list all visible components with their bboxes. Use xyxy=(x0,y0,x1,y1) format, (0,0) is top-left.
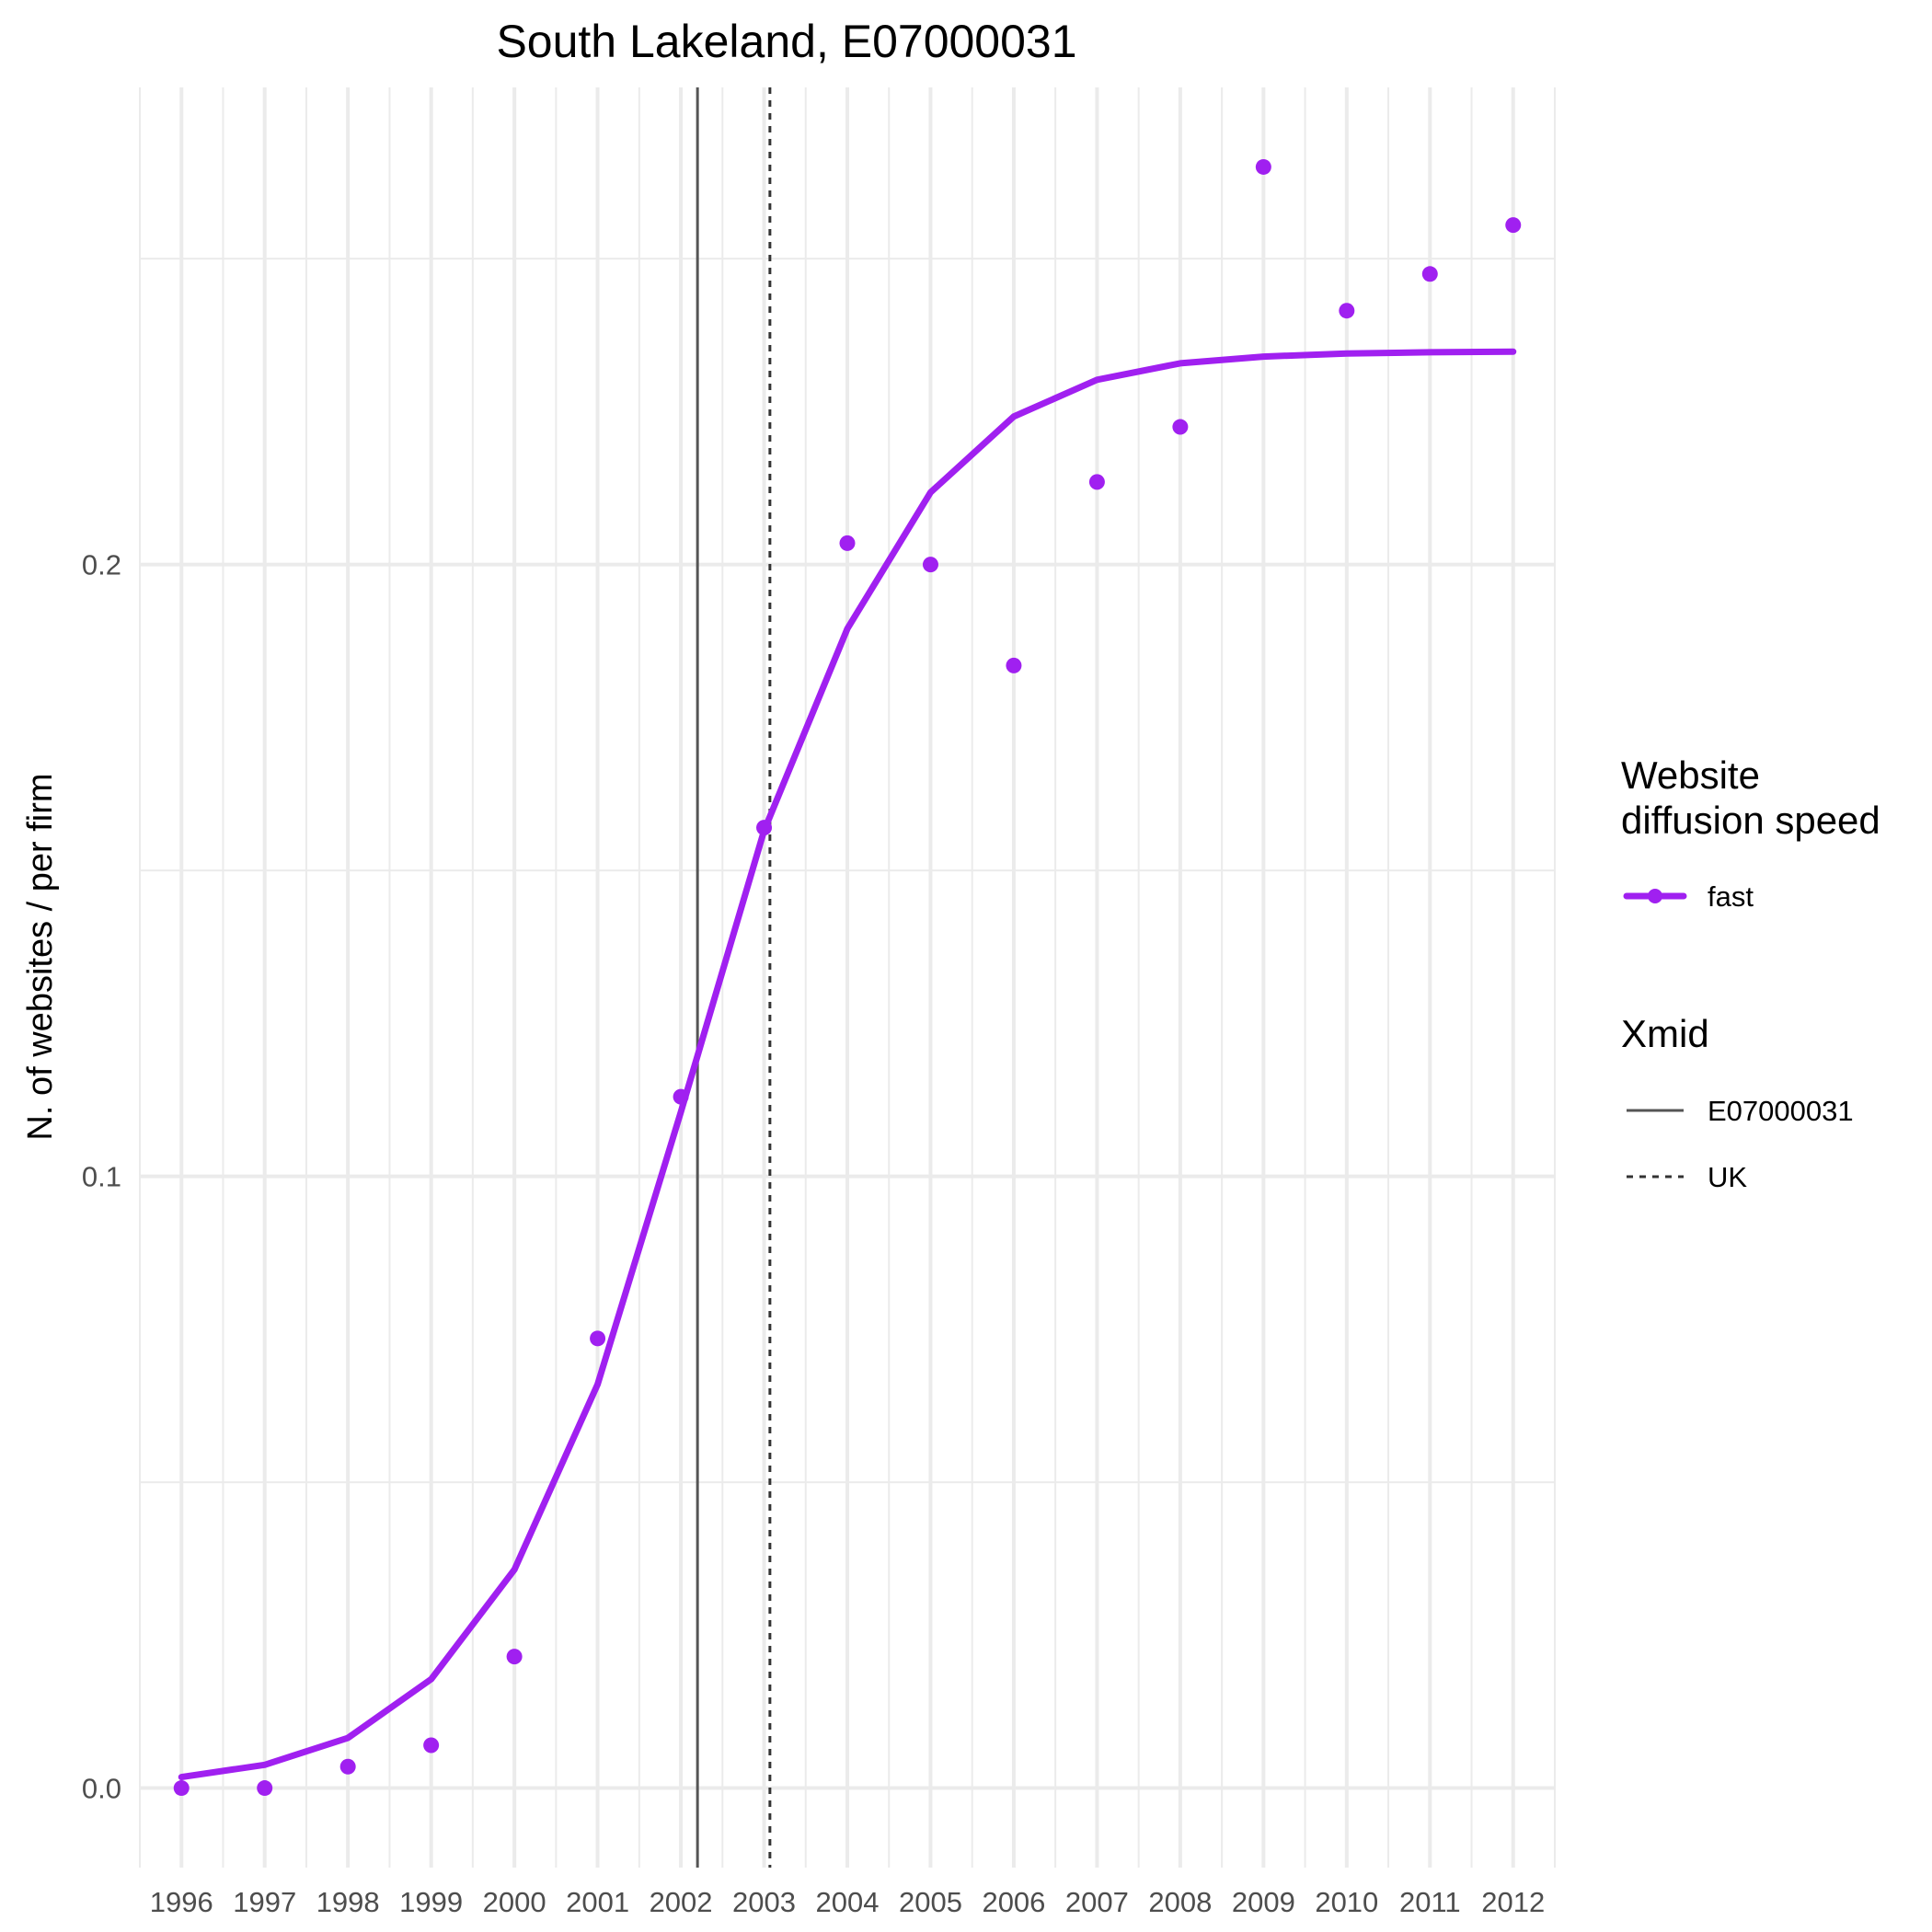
data-point xyxy=(1255,158,1271,175)
y-axis-title: N. of websites / per firm xyxy=(21,773,60,1140)
data-point xyxy=(1505,217,1522,234)
x-tick-label: 2002 xyxy=(650,1886,713,1918)
data-point xyxy=(1006,657,1022,673)
series xyxy=(173,158,1522,1797)
axes: 1996 1997 1998 1999 2000 2001 2002 2003 2004 2005… xyxy=(82,549,1545,1918)
legend-label-uk: UK xyxy=(1708,1161,1747,1193)
x-tick-label: 2007 xyxy=(1065,1886,1129,1918)
data-point xyxy=(423,1737,440,1754)
x-tick-label: 2005 xyxy=(899,1886,962,1918)
x-tick-label: 2012 xyxy=(1481,1886,1545,1918)
reference-lines xyxy=(696,87,772,1868)
legend-title-speed-line1: Website xyxy=(1621,753,1760,797)
data-point xyxy=(339,1758,356,1775)
data-point xyxy=(173,1780,190,1797)
legend-label-fast: fast xyxy=(1708,880,1754,913)
legend: Website diffusion speed fast Xmid E07000… xyxy=(1621,753,1880,1193)
x-tick-label: 1996 xyxy=(150,1886,213,1918)
data-point xyxy=(922,557,938,573)
data-point xyxy=(1172,419,1189,435)
data-point xyxy=(756,820,773,836)
x-tick-label: 2001 xyxy=(566,1886,629,1918)
x-tick-label: 2009 xyxy=(1232,1886,1295,1918)
data-point xyxy=(1088,474,1105,490)
data-point xyxy=(257,1780,273,1797)
x-tick-label: 2003 xyxy=(732,1886,796,1918)
x-tick-label: 1997 xyxy=(233,1886,296,1918)
legend-key-fast-point xyxy=(1648,889,1662,903)
data-point xyxy=(673,1088,689,1105)
x-tick-label: 2004 xyxy=(816,1886,880,1918)
data-point xyxy=(506,1649,523,1665)
y-tick-label: 0.0 xyxy=(82,1773,121,1805)
legend-title-speed-line2: diffusion speed xyxy=(1621,799,1880,842)
y-tick-label: 0.1 xyxy=(82,1161,121,1193)
x-tick-label: 2011 xyxy=(1399,1886,1461,1918)
grid xyxy=(139,87,1556,1868)
data-point xyxy=(1339,303,1355,319)
x-tick-label: 2010 xyxy=(1315,1886,1378,1918)
legend-title-xmid: Xmid xyxy=(1621,1012,1709,1055)
legend-item-fast: fast xyxy=(1623,880,1754,913)
legend-item-region: E07000031 xyxy=(1627,1095,1854,1127)
x-tick-label: 1999 xyxy=(399,1886,463,1918)
y-tick-label: 0.2 xyxy=(82,549,121,581)
chart-title: South Lakeland, E07000031 xyxy=(496,16,1076,67)
data-point xyxy=(1421,266,1438,282)
x-tick-label: 2008 xyxy=(1148,1886,1212,1918)
x-tick-label: 1998 xyxy=(316,1886,380,1918)
data-point xyxy=(590,1330,606,1347)
legend-item-uk: UK xyxy=(1627,1161,1747,1193)
data-point xyxy=(839,535,856,551)
legend-label-region: E07000031 xyxy=(1708,1095,1854,1127)
x-tick-label: 2006 xyxy=(982,1886,1045,1918)
series-line-fast xyxy=(178,348,1517,1781)
x-tick-label: 2000 xyxy=(483,1886,546,1918)
